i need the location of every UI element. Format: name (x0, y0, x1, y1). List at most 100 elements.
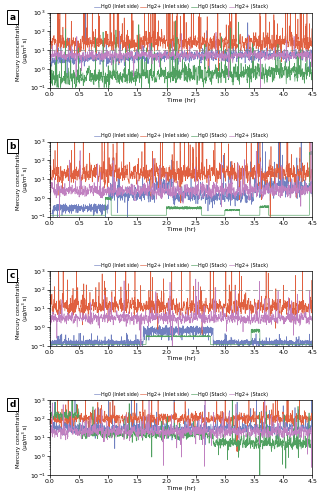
Line: Hg2+ (Inlet side): Hg2+ (Inlet side) (50, 7, 312, 71)
Line: Hg2+ (Inlet side): Hg2+ (Inlet side) (50, 265, 312, 334)
Hg0 (Stack) (48, 412, 52, 418)
Hg0 (Stack) (70, 392, 74, 398)
Hg0 (Stack) (258, 472, 262, 478)
Hg0 (Stack) (303, 342, 307, 347)
Hg0 (Stack) (62, 76, 65, 82)
Hg2+ (Inlet side) (169, 302, 173, 308)
Hg0 (Inlet side) (310, 340, 314, 346)
Hg0 (Stack) (254, 326, 258, 332)
Text: d: d (9, 400, 15, 409)
X-axis label: Time (hr): Time (hr) (167, 98, 195, 103)
Hg0 (Inlet side) (303, 184, 307, 190)
Hg0 (Inlet side) (83, 4, 87, 10)
Hg0 (Inlet side) (169, 54, 173, 60)
Hg0 (Stack) (309, 148, 313, 154)
Hg2+ (Stack) (62, 53, 65, 59)
Hg2+ (Inlet side) (255, 306, 259, 312)
Hg0 (Inlet side) (310, 424, 314, 430)
Line: Hg2+ (Inlet side): Hg2+ (Inlet side) (50, 394, 312, 452)
Line: Hg2+ (Stack): Hg2+ (Stack) (50, 138, 312, 216)
Hg0 (Stack) (176, 54, 180, 60)
Hg0 (Inlet side) (176, 59, 180, 65)
Hg0 (Inlet side) (165, 322, 169, 328)
Hg2+ (Inlet side) (169, 166, 173, 172)
Hg0 (Stack) (255, 446, 259, 452)
Hg2+ (Stack) (176, 429, 180, 435)
Hg2+ (Inlet side) (48, 167, 52, 173)
Hg0 (Stack) (303, 212, 307, 218)
Hg2+ (Stack) (169, 54, 173, 60)
Hg2+ (Stack) (303, 188, 307, 194)
Hg2+ (Inlet side) (310, 414, 314, 420)
Hg2+ (Inlet side) (310, 45, 314, 51)
Hg0 (Stack) (48, 78, 52, 84)
Hg2+ (Inlet side) (169, 416, 173, 422)
Hg0 (Inlet side) (51, 214, 55, 220)
Hg0 (Inlet side) (50, 343, 54, 349)
Hg0 (Stack) (255, 326, 259, 332)
Hg0 (Inlet side) (62, 59, 65, 65)
Line: Hg2+ (Inlet side): Hg2+ (Inlet side) (50, 136, 312, 216)
Hg2+ (Inlet side) (303, 170, 307, 175)
Hg2+ (Stack) (255, 53, 259, 59)
Hg2+ (Inlet side) (303, 308, 307, 314)
Hg0 (Inlet side) (62, 425, 65, 431)
Hg2+ (Stack) (62, 190, 65, 196)
Hg0 (Inlet side) (256, 133, 260, 139)
Hg0 (Inlet side) (303, 188, 307, 194)
Hg2+ (Inlet side) (48, 415, 52, 421)
Hg2+ (Inlet side) (303, 39, 307, 45)
Hg2+ (Stack) (255, 312, 259, 318)
Hg2+ (Inlet side) (176, 305, 180, 311)
Hg0 (Stack) (255, 212, 259, 218)
Line: Hg0 (Stack): Hg0 (Stack) (50, 394, 312, 475)
Hg2+ (Inlet side) (268, 214, 272, 220)
Hg2+ (Stack) (169, 422, 173, 428)
Y-axis label: Mercury concentration
(μg/m³ s): Mercury concentration (μg/m³ s) (16, 406, 28, 469)
Hg0 (Stack) (173, 18, 177, 24)
Hg2+ (Stack) (176, 55, 180, 61)
Hg0 (Stack) (310, 212, 314, 218)
Legend: Hg0 (Inlet side), Hg2+ (Inlet side), Hg0 (Stack), Hg2+ (Stack): Hg0 (Inlet side), Hg2+ (Inlet side), Hg0… (94, 262, 269, 268)
Hg2+ (Stack) (169, 310, 173, 316)
Hg2+ (Inlet side) (56, 133, 60, 139)
Hg2+ (Stack) (303, 424, 307, 430)
Hg2+ (Inlet side) (62, 413, 65, 419)
Hg2+ (Stack) (259, 84, 262, 90)
Hg2+ (Inlet side) (48, 32, 52, 38)
Hg2+ (Stack) (303, 427, 307, 433)
Hg2+ (Inlet side) (62, 178, 65, 184)
Hg0 (Stack) (62, 342, 65, 347)
Hg0 (Stack) (48, 212, 52, 218)
Hg0 (Inlet side) (169, 332, 173, 338)
Hg2+ (Inlet side) (66, 392, 70, 398)
Hg0 (Inlet side) (255, 183, 259, 189)
Hg0 (Inlet side) (65, 74, 69, 80)
Hg2+ (Inlet side) (200, 332, 204, 338)
Hg2+ (Stack) (310, 54, 314, 60)
Hg0 (Stack) (310, 342, 314, 347)
Hg0 (Inlet side) (310, 185, 314, 191)
Hg0 (Stack) (303, 342, 307, 347)
Hg2+ (Inlet side) (303, 310, 307, 316)
Hg2+ (Stack) (303, 312, 307, 318)
Hg0 (Stack) (175, 204, 179, 210)
Legend: Hg0 (Inlet side), Hg2+ (Inlet side), Hg0 (Stack), Hg2+ (Stack): Hg0 (Inlet side), Hg2+ (Inlet side), Hg0… (94, 392, 269, 396)
Hg0 (Stack) (303, 71, 307, 77)
Hg0 (Stack) (169, 204, 173, 210)
Y-axis label: Mercury concentration
(μg/m³ s): Mercury concentration (μg/m³ s) (16, 278, 28, 340)
Hg2+ (Stack) (176, 178, 180, 184)
Hg2+ (Stack) (309, 136, 313, 141)
Hg2+ (Stack) (310, 316, 314, 322)
Hg0 (Inlet side) (303, 50, 307, 56)
Hg2+ (Inlet side) (48, 302, 52, 308)
Hg0 (Inlet side) (48, 424, 52, 430)
Hg0 (Inlet side) (62, 206, 65, 212)
Hg0 (Stack) (303, 212, 307, 218)
Hg0 (Inlet side) (303, 424, 307, 430)
Hg0 (Inlet side) (176, 192, 180, 198)
X-axis label: Time (hr): Time (hr) (167, 486, 195, 490)
Hg2+ (Stack) (255, 194, 259, 200)
Hg0 (Inlet side) (303, 424, 307, 430)
Hg0 (Stack) (310, 444, 314, 450)
